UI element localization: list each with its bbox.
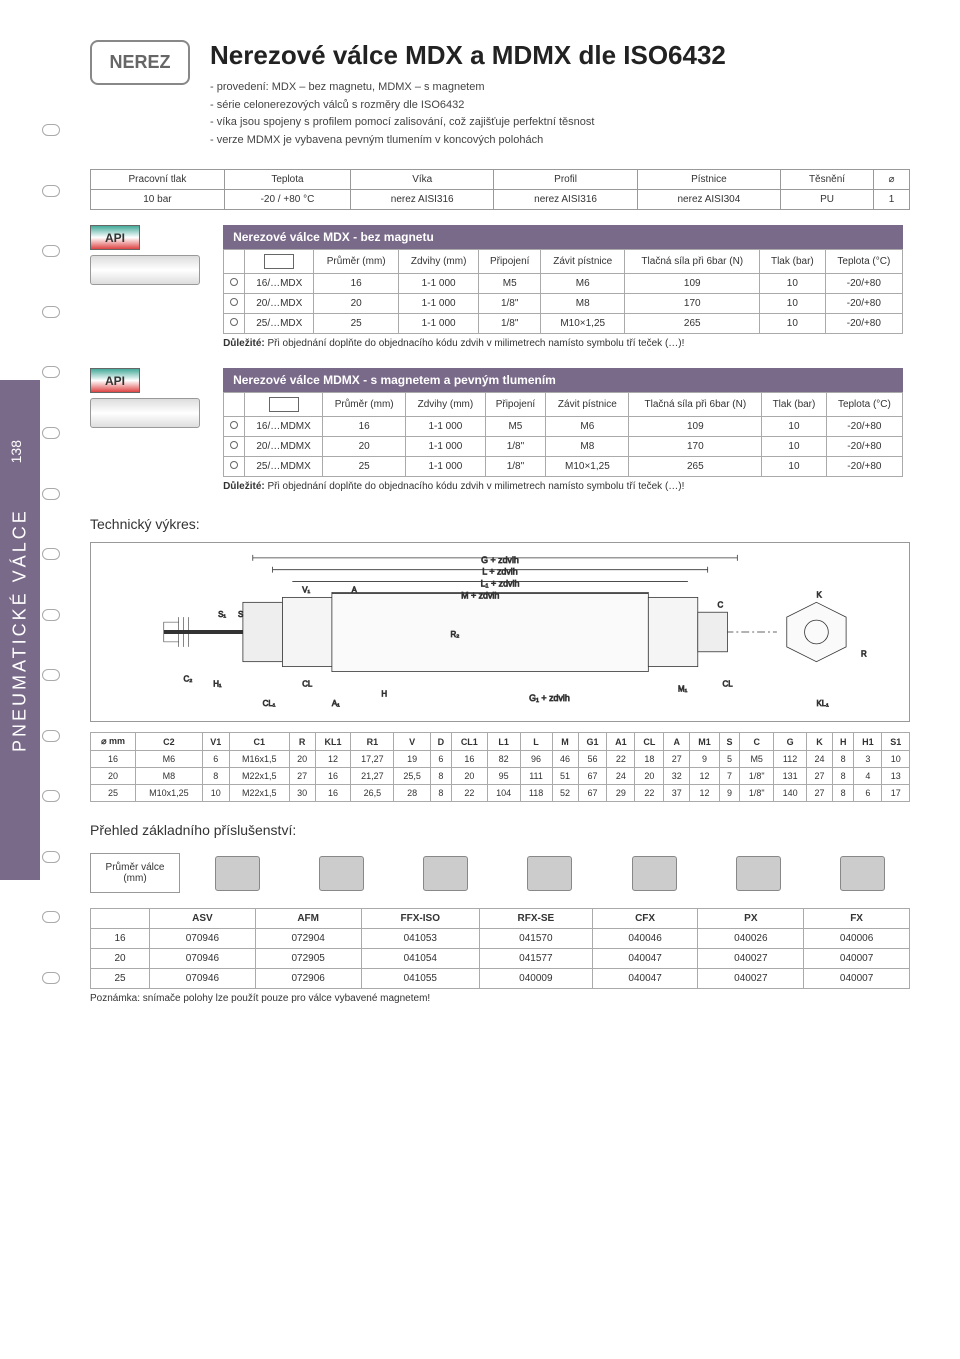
mdx-table: Průměr (mm)Zdvihy (mm)PřipojeníZávit pís… (223, 249, 903, 334)
ffx-icon (399, 848, 493, 898)
mdx-image: API (90, 225, 210, 285)
mdx-note: Důležité: Důležité: Při objednání doplňt… (223, 334, 903, 353)
svg-text:CL: CL (302, 680, 313, 689)
svg-text:CL₁: CL₁ (263, 700, 276, 709)
svg-text:H₁: H₁ (213, 680, 222, 689)
svg-text:C₂: C₂ (184, 675, 193, 684)
afm-icon (294, 848, 388, 898)
accessories-images: Průměr válce (mm) (90, 848, 910, 898)
mdmx-header: Nerezové válce MDMX - s magnetem a pevný… (223, 368, 903, 392)
mdx-section: API Nerezové válce MDX - bez magnetu Prů… (90, 225, 910, 353)
diameter-box: Průměr válce (mm) (90, 853, 180, 893)
svg-text:G + zdvih: G + zdvih (481, 555, 519, 565)
accessories-title: Přehled základního příslušenství: (90, 822, 910, 838)
spiral-binding (42, 100, 62, 1008)
svg-text:V₁: V₁ (302, 586, 310, 595)
nerez-badge: NEREZ (90, 40, 190, 85)
svg-text:S₁: S₁ (218, 611, 226, 620)
svg-text:CL: CL (723, 680, 734, 689)
drawing-title: Technický výkres: (90, 516, 910, 532)
cfx-icon (607, 848, 701, 898)
px-icon (711, 848, 805, 898)
svg-text:L₁ + zdvih: L₁ + zdvih (481, 579, 520, 589)
accessories-note: Poznámka: snímače polohy lze použít pouz… (90, 989, 910, 1008)
svg-text:G₁ + zdvih: G₁ + zdvih (529, 694, 570, 704)
technical-drawing: G + zdvih L + zdvih L₁ + zdvih M + zdvih… (90, 542, 910, 722)
svg-text:C: C (718, 601, 724, 610)
cylinder-icon (90, 398, 200, 428)
page-header: NEREZ Nerezové válce MDX a MDMX dle ISO6… (90, 40, 910, 149)
page-number: 138 (8, 440, 24, 463)
mdmx-note: Důležité: Při objednání doplňte do objed… (223, 477, 903, 496)
svg-text:H: H (381, 690, 387, 699)
svg-text:KL₁: KL₁ (816, 700, 829, 709)
svg-text:M + zdvih: M + zdvih (461, 591, 499, 601)
svg-text:L + zdvih: L + zdvih (482, 567, 518, 577)
spec-table: Pracovní tlakTeplotaVíkaProfilPístniceTě… (90, 169, 910, 210)
svg-text:A₁: A₁ (332, 700, 340, 709)
rfx-icon (503, 848, 597, 898)
accessories-table: ASVAFMFFX-ISORFX-SECFXPXFX16070946072904… (90, 908, 910, 989)
svg-text:S: S (238, 611, 243, 620)
mdx-header: Nerezové válce MDX - bez magnetu (223, 225, 903, 249)
mdmx-section: API Nerezové válce MDMX - s magnetem a p… (90, 368, 910, 496)
cylinder-icon (90, 255, 200, 285)
mdmx-image: API (90, 368, 210, 428)
fx-icon (816, 848, 910, 898)
svg-text:M₁: M₁ (678, 685, 688, 694)
api-logo: API (90, 225, 140, 250)
mdmx-table: Průměr (mm)Zdvihy (mm)PřipojeníZávit pís… (223, 392, 903, 477)
api-logo: API (90, 368, 140, 393)
svg-text:R: R (861, 650, 867, 659)
svg-text:R₂: R₂ (451, 630, 460, 639)
bullet-list: provedení: MDX – bez magnetu, MDMX – s m… (210, 79, 726, 149)
svg-text:K: K (816, 591, 822, 600)
asv-icon (190, 848, 284, 898)
page-title: Nerezové válce MDX a MDMX dle ISO6432 (210, 40, 726, 71)
dimensions-table: ⌀ mmC2V1C1RKL1R1VDCL1L1LMG1A1CLAM1SCGKHH… (90, 732, 910, 802)
